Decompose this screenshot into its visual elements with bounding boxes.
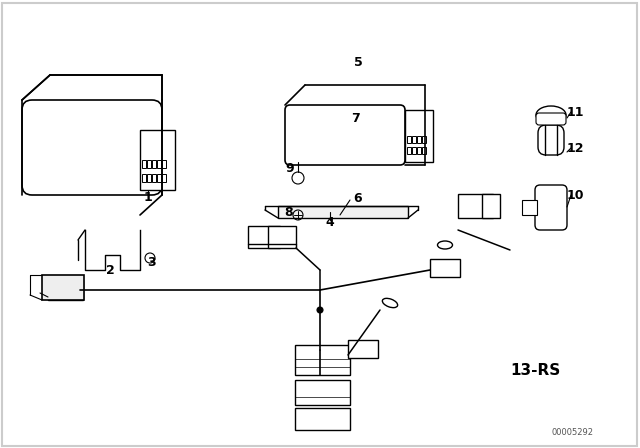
Bar — [140, 130, 175, 190]
Bar — [407, 147, 411, 154]
Bar — [295, 345, 350, 375]
Bar — [48, 280, 83, 300]
Bar — [522, 200, 537, 215]
Bar — [147, 160, 151, 168]
Text: 11: 11 — [566, 105, 584, 119]
Bar — [142, 160, 146, 168]
Bar — [157, 174, 161, 182]
Text: 8: 8 — [285, 206, 293, 219]
Bar — [162, 160, 166, 168]
Text: 12: 12 — [566, 142, 584, 155]
Text: 13-RS: 13-RS — [510, 362, 560, 378]
Text: 4: 4 — [326, 215, 334, 228]
Bar — [248, 226, 280, 248]
Text: 10: 10 — [566, 189, 584, 202]
FancyBboxPatch shape — [536, 113, 566, 125]
Bar — [482, 194, 500, 218]
Bar — [152, 174, 156, 182]
Text: 5: 5 — [354, 56, 362, 69]
Bar — [422, 147, 426, 154]
Bar — [268, 226, 296, 248]
Bar — [417, 136, 421, 143]
Bar — [295, 408, 350, 430]
Bar — [147, 174, 151, 182]
Bar — [458, 194, 493, 218]
Text: 6: 6 — [354, 191, 362, 204]
Text: 3: 3 — [148, 255, 156, 268]
Circle shape — [317, 307, 323, 313]
Bar — [417, 147, 421, 154]
Bar — [157, 160, 161, 168]
Text: 00005292: 00005292 — [551, 427, 593, 436]
Bar — [405, 110, 433, 162]
Bar — [430, 259, 460, 277]
FancyBboxPatch shape — [538, 125, 564, 155]
FancyBboxPatch shape — [535, 185, 567, 230]
Bar — [278, 206, 408, 218]
Bar — [295, 380, 350, 405]
Bar — [152, 160, 156, 168]
Bar — [422, 136, 426, 143]
FancyBboxPatch shape — [285, 105, 405, 165]
Text: 1: 1 — [143, 190, 152, 203]
Bar — [412, 136, 416, 143]
Text: 9: 9 — [285, 161, 294, 175]
Bar — [412, 147, 416, 154]
Bar — [407, 136, 411, 143]
Bar — [348, 340, 378, 358]
Bar — [162, 174, 166, 182]
FancyBboxPatch shape — [22, 100, 162, 195]
Bar — [42, 275, 84, 300]
Text: 7: 7 — [351, 112, 360, 125]
Bar — [142, 174, 146, 182]
Text: 2: 2 — [106, 263, 115, 276]
